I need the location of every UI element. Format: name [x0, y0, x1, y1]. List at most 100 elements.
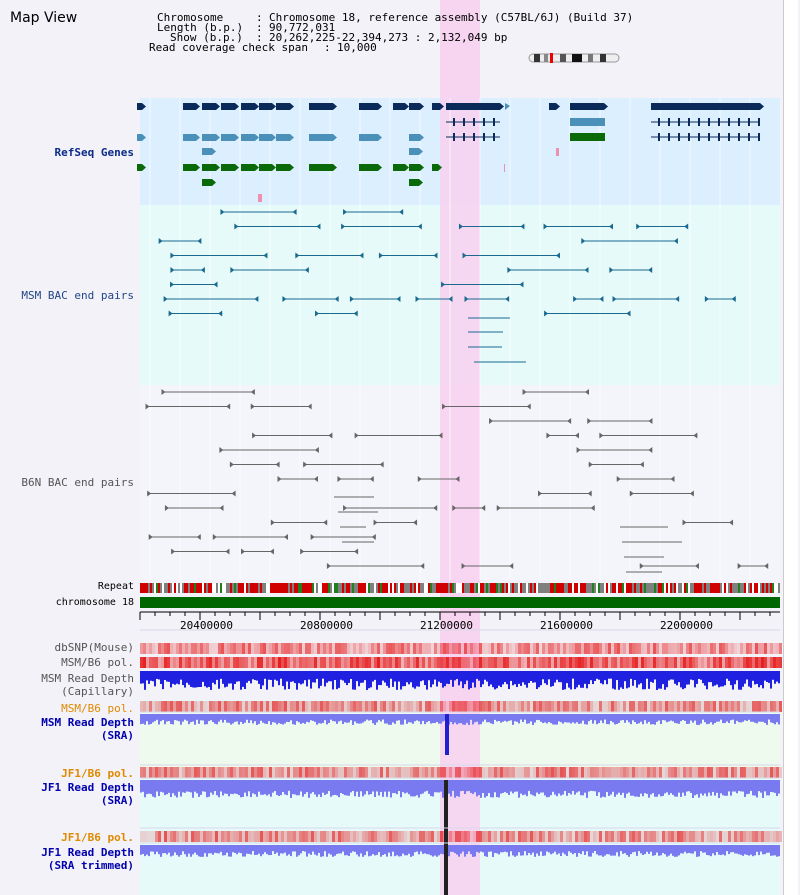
repeat-block	[214, 583, 216, 593]
depth-bar	[560, 714, 562, 723]
depth-bar	[282, 671, 284, 687]
repeat-block	[152, 583, 154, 593]
depth-bar	[520, 780, 522, 794]
depth-bar	[730, 845, 732, 853]
depth-bar	[706, 714, 708, 725]
depth-bar	[686, 671, 688, 685]
depth-bar	[754, 671, 756, 685]
depth-bar	[572, 714, 574, 723]
polymorphism-cell	[311, 657, 314, 668]
depth-bar	[500, 845, 502, 853]
msm-b6-pol2-label[interactable]: MSM/B6 pol.	[61, 702, 134, 715]
polymorphism-cell	[533, 767, 536, 778]
depth-bar	[284, 671, 286, 690]
depth-bar	[576, 845, 578, 857]
polymorphism-cell	[347, 701, 350, 712]
repeat-block	[188, 583, 190, 593]
polymorphism-cell	[227, 657, 230, 668]
depth-bar	[574, 671, 576, 690]
depth-bar	[280, 780, 282, 796]
polymorphism-cell	[206, 643, 209, 654]
repeat-block	[522, 583, 524, 593]
depth-bar	[232, 671, 234, 690]
msm-depth-cap-label[interactable]: MSM Read Depth	[41, 672, 134, 685]
depth-bar	[760, 671, 762, 686]
repeat-block	[322, 583, 324, 593]
depth-bar	[650, 671, 652, 682]
bac-end-marker	[378, 252, 383, 259]
depth-bar	[688, 714, 690, 724]
polymorphism-cell	[188, 831, 191, 842]
gene-exon	[432, 103, 440, 110]
msm-b6-pol-label[interactable]: MSM/B6 pol.	[61, 656, 134, 669]
depth-bar	[636, 671, 638, 688]
jf1-b6-pol2-label[interactable]: JF1/B6 pol.	[61, 831, 134, 844]
jf1-depth-trim-label[interactable]: JF1 Read Depth	[41, 846, 134, 859]
gene-strand-arrow	[604, 103, 608, 110]
depth-bar	[208, 780, 210, 797]
polymorphism-cell	[461, 643, 464, 654]
depth-bar	[614, 780, 616, 797]
polymorphism-cell	[278, 657, 281, 668]
depth-bar	[268, 845, 270, 856]
polymorphism-cell	[359, 831, 362, 842]
b6n-bac-label[interactable]: B6N BAC end pairs	[21, 476, 134, 489]
bac-end-marker	[438, 432, 443, 439]
polymorphism-cell	[458, 701, 461, 712]
depth-bar	[158, 671, 160, 680]
msm-bac-label[interactable]: MSM BAC end pairs	[21, 289, 134, 302]
depth-bar	[314, 671, 316, 683]
polymorphism-cell	[656, 643, 659, 654]
repeat-block	[190, 583, 192, 593]
depth-bar	[692, 845, 694, 854]
depth-bar	[612, 714, 614, 723]
polymorphism-cell	[335, 767, 338, 778]
bac-end-marker	[337, 476, 342, 482]
depth-bar	[744, 845, 746, 855]
jf1-b6-pol-label[interactable]: JF1/B6 pol.	[61, 767, 134, 780]
depth-bar	[208, 714, 210, 722]
refseq-label[interactable]: RefSeq Genes	[54, 146, 134, 159]
repeat-block	[526, 583, 528, 593]
msm-depth-sra-label[interactable]: MSM Read Depth	[41, 716, 134, 729]
depth-bar	[726, 780, 728, 796]
polymorphism-cell	[395, 767, 398, 778]
jf1-depth-sra-label[interactable]: JF1 Read Depth	[41, 781, 134, 794]
polymorphism-cell	[494, 767, 497, 778]
depth-bar	[480, 714, 482, 725]
depth-bar	[386, 845, 388, 857]
polymorphism-cell	[404, 643, 407, 654]
depth-bar	[234, 671, 236, 684]
depth-bar	[562, 780, 564, 795]
repeat-label[interactable]: Repeat	[97, 581, 134, 592]
gene-strand-arrow	[255, 134, 259, 141]
depth-bar	[174, 845, 176, 853]
polymorphism-cell	[512, 767, 515, 778]
polymorphism-cell	[206, 767, 209, 778]
depth-bar	[488, 780, 490, 794]
gene-strand-arrow	[196, 164, 200, 171]
chromosome-ideogram[interactable]	[528, 52, 622, 64]
depth-bar	[672, 714, 674, 722]
dbsnp-label[interactable]: dbSNP(Mouse)	[54, 641, 134, 654]
polymorphism-cell	[212, 701, 215, 712]
depth-bar	[524, 714, 526, 720]
polymorphism-cell	[629, 831, 632, 842]
depth-bar	[574, 780, 576, 795]
depth-bar	[490, 780, 492, 798]
gene-strand-arrow	[255, 164, 259, 171]
polymorphism-cell	[218, 701, 221, 712]
depth-bar	[746, 714, 748, 721]
bac-end-marker	[250, 389, 255, 395]
depth-bar	[510, 780, 512, 792]
repeat-block	[534, 583, 536, 593]
polymorphism-cell	[209, 767, 212, 778]
depth-bar	[328, 714, 330, 723]
repeat-block	[722, 583, 724, 593]
depth-bar	[728, 671, 730, 681]
depth-bar	[490, 714, 492, 724]
polymorphism-cell	[569, 657, 572, 668]
depth-bar	[420, 714, 422, 725]
depth-bar	[776, 845, 778, 857]
